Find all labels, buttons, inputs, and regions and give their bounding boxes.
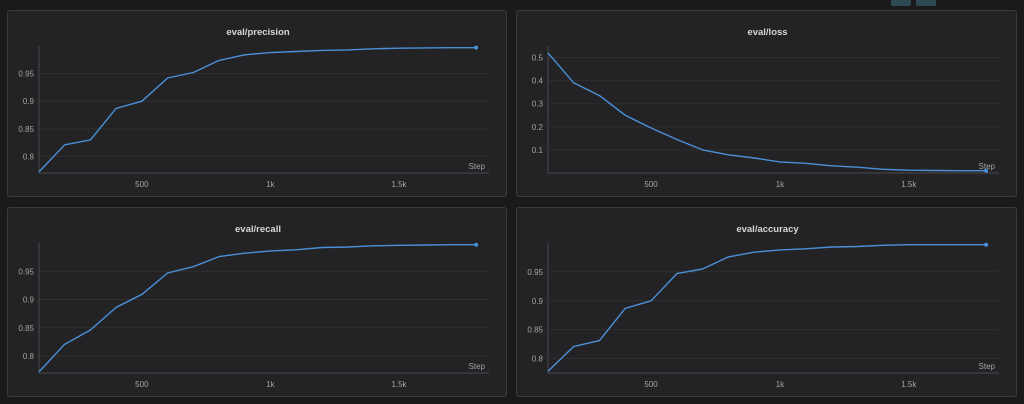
loss-chart: eval/loss 0.1 0.2 0.3 0.4 0.5 500 1k 1.5k Step <box>532 27 999 189</box>
series-endpoint <box>474 45 479 50</box>
series-endpoint <box>984 242 989 247</box>
y-tick-label: 0.85 <box>527 326 543 335</box>
series-line <box>38 244 477 373</box>
y-tick-label: 0.3 <box>532 100 544 109</box>
x-axis-label: Step <box>979 362 996 371</box>
top-toolbar <box>0 0 1024 8</box>
series-endpoint <box>474 242 479 247</box>
chart-title: eval/loss <box>747 27 787 38</box>
y-tick-label: 0.85 <box>18 125 34 134</box>
x-tick-label: 1.5k <box>391 180 407 189</box>
y-tick-label: 0.9 <box>23 97 35 106</box>
y-tick-label: 0.8 <box>532 355 544 364</box>
y-tick-label: 0.9 <box>23 296 35 305</box>
x-tick-label: 1.5k <box>901 180 917 189</box>
series-endpoint <box>984 168 989 173</box>
x-tick-label: 1k <box>776 380 785 389</box>
recall-chart: eval/recall 0.8 0.85 0.9 0.95 500 1k 1.5k Step <box>18 224 489 389</box>
x-axis-label: Step <box>469 162 486 171</box>
x-axis-label: Step <box>979 162 996 171</box>
x-axis-label: Step <box>469 362 486 371</box>
chart-panel-precision[interactable]: eval/precision 0.8 0.85 0.9 0.95 500 1k 1.5k Ste… <box>7 10 507 197</box>
y-tick-label: 0.95 <box>18 267 34 276</box>
y-tick-label: 0.85 <box>18 324 34 333</box>
x-tick-label: 500 <box>644 380 658 389</box>
y-tick-label: 0.4 <box>532 77 544 86</box>
x-tick-label: 1k <box>266 380 275 389</box>
series-line <box>547 244 987 372</box>
chart-panel-accuracy[interactable]: eval/accuracy 0.8 0.85 0.9 0.95 500 1k 1.5k Step <box>516 207 1017 397</box>
y-tick-label: 0.8 <box>23 352 35 361</box>
y-tick-label: 0.95 <box>527 268 543 277</box>
x-tick-label: 1k <box>266 180 275 189</box>
chart-panel-recall[interactable]: eval/recall 0.8 0.85 0.9 0.95 500 1k 1.5k Step <box>7 207 507 397</box>
chart-title: eval/recall <box>235 224 281 235</box>
x-tick-label: 500 <box>644 180 658 189</box>
x-tick-label: 1k <box>776 180 785 189</box>
y-tick-label: 0.8 <box>23 152 35 161</box>
toolbar-button-1[interactable] <box>891 0 911 6</box>
x-tick-label: 1.5k <box>901 380 917 389</box>
chart-title: eval/accuracy <box>736 224 799 235</box>
x-tick-label: 1.5k <box>391 380 407 389</box>
y-tick-label: 0.2 <box>532 123 544 132</box>
series-line <box>38 47 477 173</box>
y-tick-label: 0.5 <box>532 54 544 63</box>
y-tick-label: 0.9 <box>532 297 544 306</box>
x-tick-label: 500 <box>135 180 149 189</box>
chart-panel-loss[interactable]: eval/loss 0.1 0.2 0.3 0.4 0.5 500 1k 1.5k Step <box>516 10 1017 197</box>
x-tick-label: 500 <box>135 380 149 389</box>
y-tick-label: 0.95 <box>18 70 34 79</box>
accuracy-chart: eval/accuracy 0.8 0.85 0.9 0.95 500 1k 1.5k Step <box>527 224 999 389</box>
series-line <box>547 52 987 172</box>
y-tick-label: 0.1 <box>532 146 544 155</box>
toolbar-button-2[interactable] <box>916 0 936 6</box>
chart-title: eval/precision <box>226 27 290 38</box>
precision-chart: eval/precision 0.8 0.85 0.9 0.95 500 1k 1.5k Ste… <box>18 27 489 189</box>
